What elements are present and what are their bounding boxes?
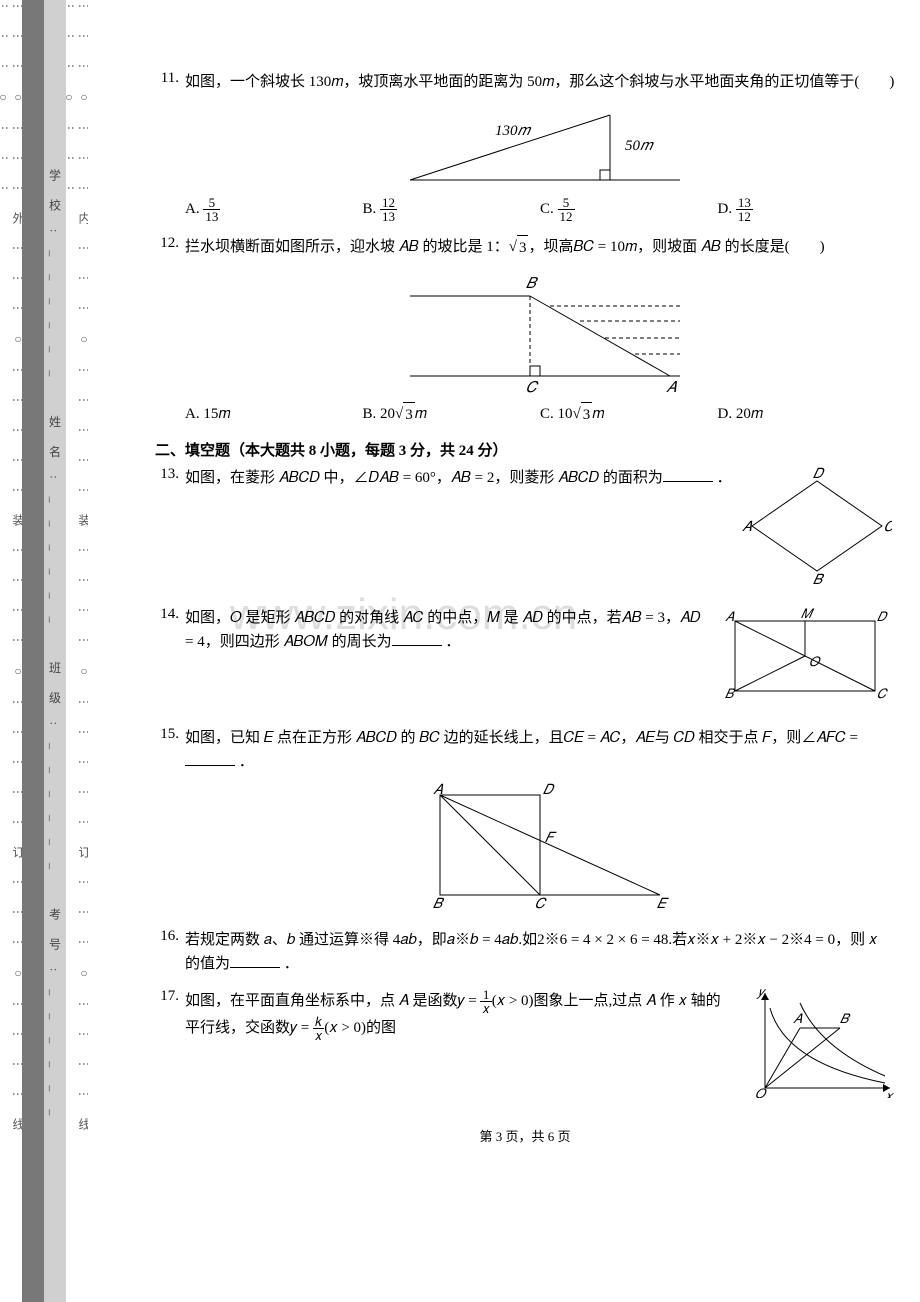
q11-options: A. 513 B. 1213 C. 512 D. 1312 xyxy=(185,196,895,223)
q11-opt-b: B. 1213 xyxy=(363,196,541,223)
q17-number: 17. xyxy=(155,988,185,1106)
svg-text:𝑀: 𝑀 xyxy=(801,606,815,621)
q11-number: 11. xyxy=(155,70,185,223)
page-content: www.zixin.com.cn 11. 如图，一个斜坡长 130𝑚，坡顶离水平… xyxy=(130,0,920,1302)
svg-text:𝑥: 𝑥 xyxy=(885,1088,895,1098)
q14-number: 14. xyxy=(155,606,185,714)
question-12: 12. 拦水坝横断面如图所示，迎水坡 𝐴𝐵 的坡比是 1：√3，坝高𝐵𝐶 = 1… xyxy=(155,235,895,427)
question-15: 15. 如图，已知 𝐸 点在正方形 𝐴𝐵𝐶𝐷 的 𝐵𝐶 边的延长线上，且𝐶𝐸 =… xyxy=(155,726,895,916)
svg-text:𝐶: 𝐶 xyxy=(884,520,892,535)
svg-text:𝐶: 𝐶 xyxy=(535,897,548,910)
question-13: 13. 如图，在菱形 𝐴𝐵𝐶𝐷 中，∠𝐷𝐴𝐵 = 60°，𝐴𝐵 = 2，则菱形 … xyxy=(155,466,895,594)
q13-figure: 𝐷 𝐴 𝐶 𝐵 xyxy=(742,466,892,594)
binding-darkgray-strip xyxy=(22,0,44,1302)
svg-text:𝐶: 𝐶 xyxy=(526,380,539,396)
q12-options: A. 15𝑚 B. 20√3𝑚 C. 10√3𝑚 D. 20𝑚 xyxy=(185,402,895,427)
svg-text:𝐷: 𝐷 xyxy=(543,783,555,798)
q17-text: 如图，在平面直角坐标系中，点 𝐴 是函数𝑦 = 1𝑥(𝑥 > 0)图象上一点,过… xyxy=(185,988,735,1042)
svg-text:𝑂: 𝑂 xyxy=(755,1086,767,1098)
q12-text: 拦水坝横断面如图所示，迎水坡 𝐴𝐵 的坡比是 1：√3，坝高𝐵𝐶 = 10𝑚，则… xyxy=(185,235,895,260)
svg-text:𝐵: 𝐵 xyxy=(840,1011,851,1026)
q11-text: 如图，一个斜坡长 130𝑚，坡顶离水平地面的距离为 50𝑚，那么这个斜坡与水平地… xyxy=(185,70,895,94)
question-11: 11. 如图，一个斜坡长 130𝑚，坡顶离水平地面的距离为 50𝑚，那么这个斜坡… xyxy=(155,70,895,223)
q13-text: 如图，在菱形 𝐴𝐵𝐶𝐷 中，∠𝐷𝐴𝐵 = 60°，𝐴𝐵 = 2，则菱形 𝐴𝐵𝐶𝐷… xyxy=(185,470,663,486)
svg-text:𝐶: 𝐶 xyxy=(877,686,889,701)
q12-figure: 𝐵 𝐶 𝐴 xyxy=(185,266,895,396)
q14-blank xyxy=(392,645,442,646)
q12-opt-a: A. 15𝑚 xyxy=(185,402,363,427)
svg-text:𝐷: 𝐷 xyxy=(877,609,888,624)
svg-text:𝐵: 𝐵 xyxy=(526,276,539,292)
svg-text:𝐵: 𝐵 xyxy=(433,897,445,910)
section-2-heading: 二、填空题（本大题共 8 小题，每题 3 分，共 24 分） xyxy=(155,439,895,460)
q11-opt-d: D. 1312 xyxy=(718,196,896,223)
q13-number: 13. xyxy=(155,466,185,594)
svg-text:𝐷: 𝐷 xyxy=(813,467,825,482)
svg-text:50𝑚: 50𝑚 xyxy=(625,138,654,154)
q12-number: 12. xyxy=(155,235,185,427)
q15-number: 15. xyxy=(155,726,185,916)
svg-text:𝐴: 𝐴 xyxy=(793,1011,803,1026)
q11-opt-a: A. 513 xyxy=(185,196,363,223)
binding-margin: ⋮⋮⋮○⋮⋮⋮外⋮⋮⋮○⋮⋮⋮⋮⋮装⋮⋮⋮⋮○⋮⋮⋮⋮⋮订⋮⋮⋮○⋮⋮⋮⋮线⋮⋮… xyxy=(0,0,130,1302)
question-14: 14. 如图，𝑂 是矩形 𝐴𝐵𝐶𝐷 的对角线 𝐴𝐶 的中点，𝑀 是 𝐴𝐷 的中点… xyxy=(155,606,895,714)
q15-blank xyxy=(185,765,235,766)
page-footer: 第 3 页，共 6 页 xyxy=(155,1126,895,1145)
svg-text:130𝑚: 130𝑚 xyxy=(495,123,532,139)
svg-text:𝐴: 𝐴 xyxy=(742,520,753,535)
q15-figure: 𝐴 𝐷 𝐵 𝐶 𝐸 𝐹 xyxy=(185,780,895,910)
q15-text: 如图，已知 𝐸 点在正方形 𝐴𝐵𝐶𝐷 的 𝐵𝐶 边的延长线上，且𝐶𝐸 = 𝐴𝐶，… xyxy=(185,730,858,746)
svg-text:𝐵: 𝐵 xyxy=(725,686,736,701)
svg-text:𝐴: 𝐴 xyxy=(666,380,677,396)
q16-number: 16. xyxy=(155,928,185,976)
question-16: 16. 若规定两数 𝑎、𝑏 通过运算※得 4𝑎𝑏，即𝑎※𝑏 = 4𝑎𝑏.如2※6… xyxy=(155,928,895,976)
q13-blank xyxy=(663,481,713,482)
svg-text:𝐹: 𝐹 xyxy=(545,831,557,846)
binding-inner-strip: ⋮⋮⋮○⋮⋮⋮内⋮⋮⋮○⋮⋮⋮⋮⋮装⋮⋮⋮⋮○⋮⋮⋮⋮⋮订⋮⋮⋮○⋮⋮⋮⋮线⋮⋮… xyxy=(66,0,88,1302)
svg-text:𝐸: 𝐸 xyxy=(657,897,669,910)
svg-text:𝐴: 𝐴 xyxy=(725,609,735,624)
binding-labels: 学校:______ 姓名:______ 班级:______ 考号:______ xyxy=(44,0,66,1302)
svg-text:𝐵: 𝐵 xyxy=(813,573,825,586)
q12-opt-d: D. 20𝑚 xyxy=(718,402,896,427)
question-17: 17. 如图，在平面直角坐标系中，点 𝐴 是函数𝑦 = 1𝑥(𝑥 > 0)图象上… xyxy=(155,988,895,1106)
q16-blank xyxy=(230,967,280,968)
q11-opt-c: C. 512 xyxy=(540,196,718,223)
q14-figure: 𝐴 𝑀 𝐷 𝐵 𝐶 𝑂 xyxy=(715,606,895,714)
binding-outer-strip: ⋮⋮⋮○⋮⋮⋮外⋮⋮⋮○⋮⋮⋮⋮⋮装⋮⋮⋮⋮○⋮⋮⋮⋮⋮订⋮⋮⋮○⋮⋮⋮⋮线⋮⋮… xyxy=(0,0,22,1302)
q12-opt-c: C. 10√3𝑚 xyxy=(540,402,718,427)
q11-figure: 130𝑚 50𝑚 xyxy=(185,100,895,190)
svg-text:𝑂: 𝑂 xyxy=(809,654,821,669)
q17-figure: 𝑦 𝑥 𝑂 𝐴 𝐵 xyxy=(745,988,895,1106)
q12-opt-b: B. 20√3𝑚 xyxy=(363,402,541,427)
